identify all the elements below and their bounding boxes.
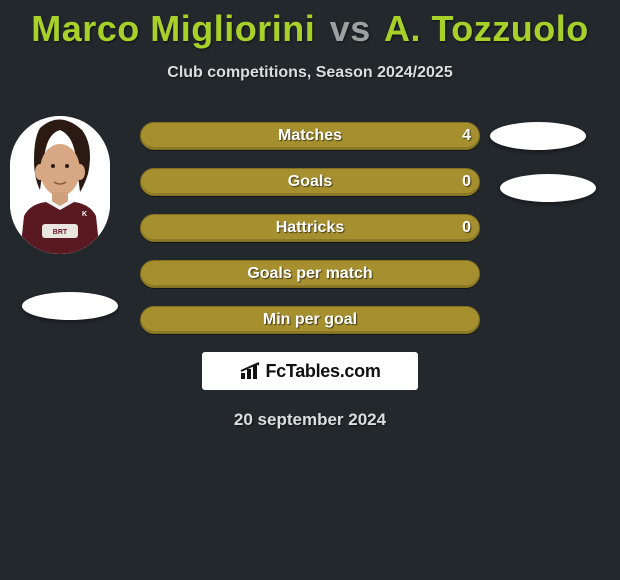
stat-label: Matches (141, 123, 479, 149)
ellipse-marker (490, 122, 586, 150)
stat-bars: Matches 4 Goals 0 Hattricks 0 Goals per … (140, 122, 480, 334)
ellipse-marker (500, 174, 596, 202)
svg-text:K: K (82, 211, 87, 218)
stat-bar: Hattricks 0 (140, 214, 480, 242)
subtitle: Club competitions, Season 2024/2025 (0, 64, 620, 82)
brand-logo-box: FcTables.com (202, 352, 418, 390)
player2-name: A. Tozzuolo (384, 8, 589, 49)
stat-label: Min per goal (141, 307, 479, 333)
ellipse-marker (22, 292, 118, 320)
stat-bar: Goals per match (140, 260, 480, 288)
stat-label: Hattricks (141, 215, 479, 241)
stat-bar: Min per goal (140, 306, 480, 334)
date-text: 20 september 2024 (0, 410, 620, 430)
svg-text:BRT: BRT (53, 229, 68, 236)
brand-text: FcTables.com (265, 361, 380, 382)
stat-value-left: 4 (462, 123, 471, 149)
page-title: Marco Migliorini vs A. Tozzuolo (0, 0, 620, 50)
stat-value-left: 0 (462, 215, 471, 241)
vs-text: vs (330, 8, 371, 49)
content-area: K BRT Matches 4 Goals 0 Hattricks 0 Goal… (0, 122, 620, 430)
stat-bar: Goals 0 (140, 168, 480, 196)
stat-value-left: 0 (462, 169, 471, 195)
player1-name: Marco Migliorini (31, 8, 315, 49)
stat-bar: Matches 4 (140, 122, 480, 150)
bars-icon (239, 361, 263, 381)
stat-label: Goals per match (141, 261, 479, 287)
player1-avatar: K BRT (10, 116, 110, 254)
stat-label: Goals (141, 169, 479, 195)
